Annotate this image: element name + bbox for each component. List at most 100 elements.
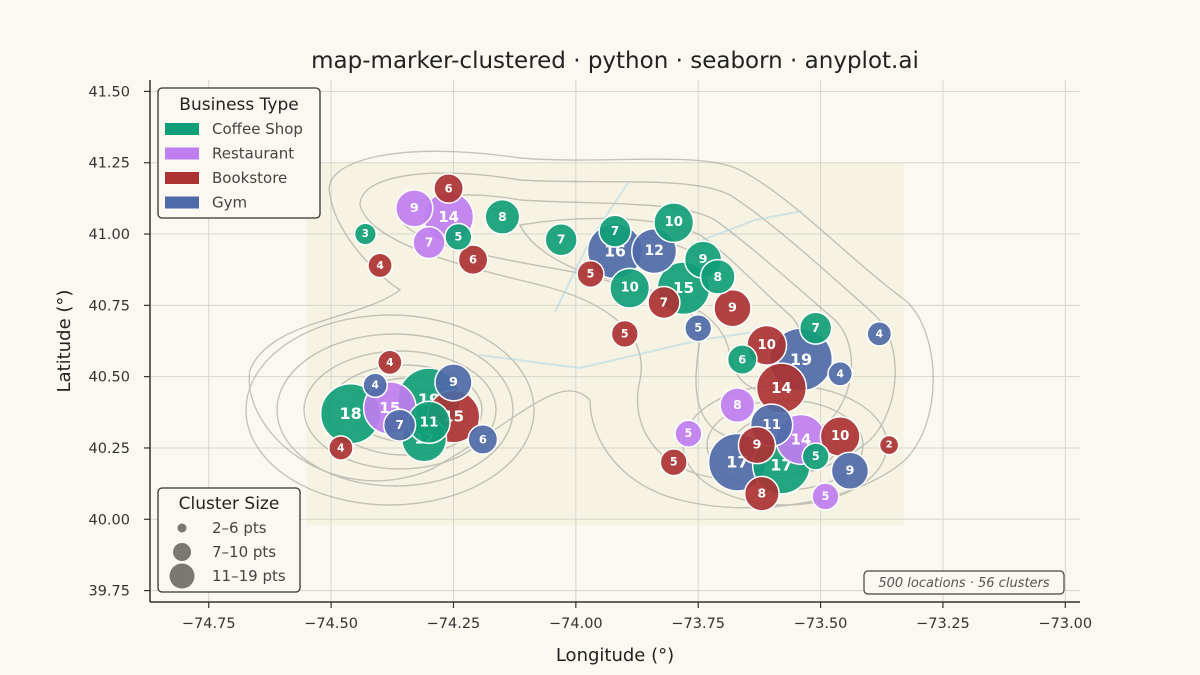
- contour-ring: [248, 150, 934, 509]
- cluster-count-label: 6: [738, 353, 746, 367]
- cluster-count-label: 5: [621, 327, 629, 340]
- cluster-count-label: 7: [611, 224, 619, 238]
- cluster-marker: 7: [798, 311, 833, 345]
- cluster-count-label: 10: [665, 215, 683, 230]
- legend-swatch: [165, 172, 199, 184]
- cluster-size-legend: Cluster Size 2–6 pts 7–10 pts 11–19 pts: [157, 487, 301, 593]
- legend-swatch: [165, 147, 199, 160]
- cluster-count-label: 4: [876, 327, 883, 340]
- cluster-count-label: 8: [758, 487, 767, 501]
- cluster-count-label: 10: [831, 429, 849, 444]
- cluster-marker: 9: [713, 288, 752, 328]
- cluster-marker: 6: [467, 423, 499, 455]
- cluster-count-label: 5: [685, 427, 693, 440]
- cluster-circle: [737, 425, 777, 465]
- size-legend-circle: [177, 523, 187, 533]
- size-legend-circle: [173, 543, 191, 561]
- cluster-circle: [444, 222, 473, 252]
- y-axis-ticks: 39.75 40.00 40.25 40.50 40.75 41.00 41.25 41.50: [88, 84, 150, 600]
- road-line: [689, 210, 803, 246]
- cluster-count-label: 9: [846, 463, 855, 478]
- cluster-circle: [798, 311, 833, 345]
- cluster-marker: 4: [827, 360, 854, 387]
- cluster-circle: [653, 202, 695, 244]
- x-tick-label: −73.50: [794, 616, 848, 632]
- y-tick-label: 41.50: [88, 84, 130, 100]
- cluster-circle: [457, 244, 489, 276]
- cluster-marker: 4: [328, 435, 354, 461]
- x-tick-label: −74.50: [304, 616, 358, 632]
- legend-entries: Coffee Shop Restaurant Bookstore Gym: [165, 120, 303, 212]
- cluster-marker: 10: [609, 267, 651, 309]
- cluster-count-label: 8: [733, 398, 742, 412]
- cluster-count-label: 5: [670, 456, 678, 469]
- cluster-marker: 8: [719, 387, 756, 424]
- cluster-marker: 6: [457, 244, 489, 276]
- cluster-circle: [699, 258, 736, 295]
- cluster-count-label: 5: [587, 267, 595, 280]
- cluster-count-label: 4: [836, 367, 843, 380]
- cluster-marker: 7: [412, 225, 446, 260]
- y-tick-label: 40.25: [88, 441, 130, 457]
- cluster-marker: 2: [878, 434, 900, 456]
- cluster-count-label: 6: [445, 181, 453, 195]
- cluster-count-label: 6: [479, 432, 487, 446]
- cluster-circle: [367, 252, 393, 279]
- cluster-circle: [827, 360, 854, 387]
- x-axis-label: Longitude (°): [556, 645, 674, 666]
- cluster-count-label: 14: [791, 430, 812, 448]
- legend-title: Business Type: [179, 95, 298, 115]
- cluster-marker: 9: [737, 425, 777, 465]
- cluster-count-label: 5: [822, 490, 830, 503]
- cluster-marker: 5: [674, 419, 703, 448]
- cluster-circle: [743, 475, 780, 512]
- cluster-circle: [376, 349, 403, 376]
- cluster-count-label: 7: [425, 236, 433, 250]
- cluster-count-label: 5: [812, 450, 820, 463]
- cluster-count-label: 4: [386, 356, 393, 369]
- y-tick-label: 41.00: [88, 227, 130, 243]
- x-tick-label: −73.00: [1038, 616, 1092, 632]
- cluster-count-label: 8: [498, 210, 507, 224]
- cluster-marker: 7: [647, 285, 681, 320]
- cluster-marker: 3: [353, 222, 377, 246]
- cluster-circle: [674, 419, 703, 448]
- cluster-markers: 1919181717161515151414141212111110101010…: [319, 172, 900, 512]
- cluster-marker: 4: [367, 252, 393, 279]
- cluster-circle: [382, 408, 417, 442]
- cluster-count-label: 14: [771, 379, 792, 397]
- legend-box: [157, 87, 321, 219]
- cluster-count-label: 7: [395, 418, 403, 432]
- cluster-marker: 5: [610, 319, 639, 349]
- cluster-circle: [726, 344, 758, 375]
- cluster-count-label: 9: [449, 375, 458, 390]
- cluster-marker: 8: [699, 258, 736, 295]
- cluster-marker: 8: [484, 198, 521, 235]
- cluster-circle: [544, 223, 578, 257]
- legend-swatch: [165, 123, 199, 135]
- road-line: [478, 329, 769, 370]
- chart-title: map-marker-clustered · python · seaborn …: [311, 48, 919, 74]
- cluster-marker: 5: [444, 222, 473, 252]
- summary-annotation: 500 locations · 56 clusters: [863, 570, 1065, 595]
- cluster-count-label: 9: [410, 201, 419, 216]
- y-tick-label: 40.75: [88, 298, 130, 314]
- grid-lines: [150, 80, 1080, 602]
- cluster-count-label: 11: [420, 414, 439, 430]
- size-legend-box: [157, 487, 301, 593]
- cluster-circle: [866, 320, 893, 347]
- cluster-count-label: 5: [694, 322, 702, 335]
- cluster-circle: [353, 222, 377, 246]
- y-tick-label: 40.00: [88, 512, 130, 528]
- cluster-count-label: 18: [340, 404, 362, 423]
- business-type-legend: Business Type Coffee Shop Restaurant Books…: [157, 87, 321, 219]
- cluster-circle: [684, 314, 713, 343]
- cluster-count-label: 12: [644, 243, 664, 259]
- cluster-circle: [719, 387, 756, 424]
- cluster-count-label: 5: [455, 230, 463, 243]
- cluster-count-label: 2: [886, 440, 893, 451]
- x-tick-label: −74.25: [427, 616, 481, 632]
- cluster-circle: [811, 482, 840, 511]
- cluster-circle: [598, 214, 632, 248]
